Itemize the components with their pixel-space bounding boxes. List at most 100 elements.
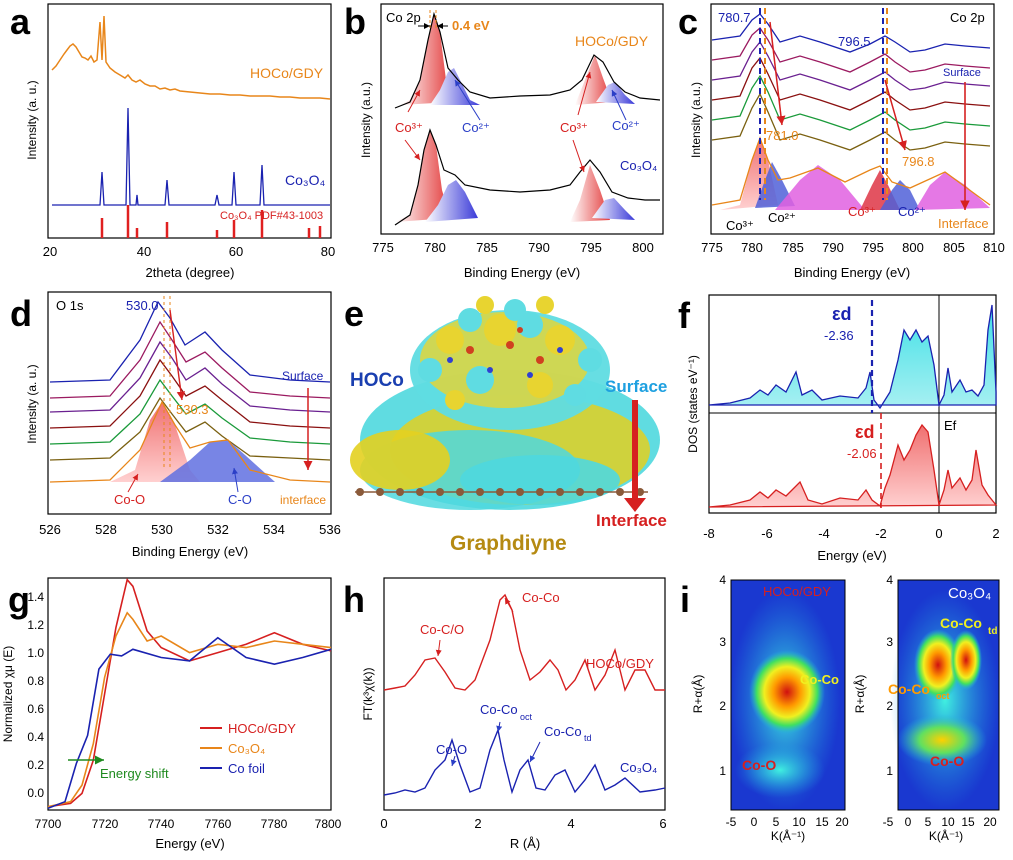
label-d-530.0: 530.0 (126, 298, 159, 313)
x-ticks-i-left: -5 0 5 10 15 20 (726, 815, 849, 829)
arrow-h-coc (435, 639, 442, 657)
x-tick-d: 532 (207, 522, 229, 537)
label-b-hoco: HOCo/GDY (575, 33, 649, 49)
label-f-ed-bottom-val: -2.06 (847, 446, 877, 461)
panel-title-d: O 1s (56, 298, 84, 313)
peak-c-sat (775, 165, 865, 210)
y-tick-g: 1.0 (27, 646, 44, 660)
x-tick-c: 785 (782, 240, 804, 255)
stacked-spectra-d (49, 300, 331, 461)
label-i-co3o4: Co₃O₄ (948, 585, 991, 602)
charge-density-render (350, 296, 660, 510)
x-tick-c: 790 (822, 240, 844, 255)
panel-letter-b: b (344, 1, 366, 42)
x-tick-c: 795 (862, 240, 884, 255)
panel-letter-h: h (343, 579, 365, 620)
spectrum-c-4 (711, 56, 991, 111)
arrow-d-c-o (232, 467, 239, 493)
panel-i: i HOCo/GDY Co-Co Co-O Co₃O₄ Co-Co td Co-… (680, 573, 1000, 843)
surface-interface-arrow-head (624, 498, 646, 512)
panel-letter-e: e (344, 293, 364, 334)
series-g-hoco-gdy (47, 577, 332, 808)
x-tick-f: -8 (703, 526, 715, 541)
label-i-left-coco: Co-Co (800, 672, 839, 687)
label-h-coo: Co-O (436, 742, 467, 757)
x-tick-c: 800 (902, 240, 924, 255)
x-axis-label-f: Energy (eV) (817, 548, 886, 563)
spectrum-c-5 (711, 74, 991, 131)
series-hoco-gdy-xrd (51, 15, 331, 100)
y-axis-label-g: Normalized χμ (E) (1, 646, 15, 743)
label-h-cocooct-sub: oct (520, 712, 533, 722)
y-axis-label-f: DOS (states eV⁻¹) (686, 355, 700, 453)
arrow-h-coco (504, 597, 514, 613)
y-axis-label-i-right: R+α(Å) (852, 675, 867, 714)
x-tick-h: 2 (474, 816, 481, 831)
label-c-surface: Surface (943, 67, 981, 79)
x-tick-b: 785 (476, 240, 498, 255)
panel-a-frame (47, 3, 332, 239)
label-h-coco: Co-Co (522, 590, 560, 605)
legend-hoco: HOCo/GDY (228, 721, 296, 736)
legend-co3o4: Co₃O₄ (228, 741, 265, 756)
x-tick-a: 80 (321, 244, 335, 259)
y-tick-g: 1.2 (27, 618, 44, 632)
spectrum-d-1 (49, 300, 331, 383)
panel-d-frame (47, 291, 332, 515)
x-tick-g: 7760 (205, 817, 232, 831)
panel-g: g HOCo/GDY Co₃O₄ Co foil Energy shift No… (1, 577, 342, 851)
cyan-lobe-3 (460, 455, 620, 505)
stacked-spectra-c (711, 13, 991, 151)
peak-c-co2-sat (880, 180, 920, 210)
y-axis-label-b: Intensity (a.u.) (359, 82, 373, 158)
spectrum-c-6 (711, 92, 991, 151)
x-tick-c: 775 (701, 240, 723, 255)
x-tick-g: 7700 (35, 817, 62, 831)
x-tick-i: 5 (773, 815, 780, 829)
label-c-796.5: 796.5 (838, 34, 871, 49)
wavelet-left-low (735, 742, 825, 798)
x-tick-i: -5 (726, 815, 737, 829)
x-tick-d: 526 (39, 522, 61, 537)
label-i-right-coco-td: Co-Co (940, 615, 982, 631)
y-axis-label-a: Intensity (a. u.) (25, 80, 39, 159)
x-tick-c: 805 (943, 240, 965, 255)
x-tick-b: 800 (632, 240, 654, 255)
x-axis-label-h: R (Å) (510, 836, 540, 851)
x-tick-i: 5 (925, 815, 932, 829)
panel-b: b Co 2p 0.4 eV HOCo/GDY Co₃O₄ Co³⁺ Co²⁺ … (344, 1, 664, 280)
label-h-cocotd-sub: td (584, 733, 592, 743)
spectrum-d-5 (49, 378, 331, 445)
x-tick-d: 534 (263, 522, 285, 537)
arrow-b-co2-top (454, 79, 481, 121)
surface-interface-arrow-bar (632, 400, 638, 500)
arrow-b-co3-bottom (404, 139, 421, 161)
label-c-co3-a: Co³⁺ (726, 218, 754, 233)
arrow-b-co3-sat-bottom (572, 139, 585, 173)
peak-c-co2 (755, 162, 795, 208)
label-e-hoco: HOCo (350, 370, 404, 391)
x-axis-label-b: Binding Energy (eV) (464, 265, 580, 280)
x-ticks-h: 0 2 4 6 (380, 816, 666, 831)
wavelet-right-low (897, 714, 987, 766)
x-tick-h: 4 (567, 816, 574, 831)
series-h-hoco (383, 593, 665, 693)
x-tick-i: 15 (961, 815, 975, 829)
arrow-c-shift-2 (884, 79, 907, 151)
spectrum-d-2 (49, 320, 331, 399)
x-tick-f: -6 (761, 526, 773, 541)
series-g-co-foil (47, 636, 332, 810)
y-tick-i: 4 (719, 573, 726, 587)
panel-h: h Co-C/O Co-Co HOCo/GDY Co-O Co-Co oct C… (343, 577, 667, 851)
x-tick-h: 0 (380, 816, 387, 831)
arrow-b-co3-top (407, 89, 421, 113)
x-axis-label-a: 2theta (degree) (146, 265, 235, 280)
x-ticks-a: 20 40 60 80 (43, 244, 335, 259)
x-tick-i: -5 (883, 815, 894, 829)
y-axis-label-i-left: R+α(Å) (690, 675, 705, 714)
peak-d-co-o (110, 402, 200, 482)
label-i-right-coco-oct: Co-Co (888, 681, 930, 697)
x-ticks-b: 775 780 785 790 795 800 (372, 240, 654, 255)
arrow-h-cocotd (529, 741, 541, 763)
